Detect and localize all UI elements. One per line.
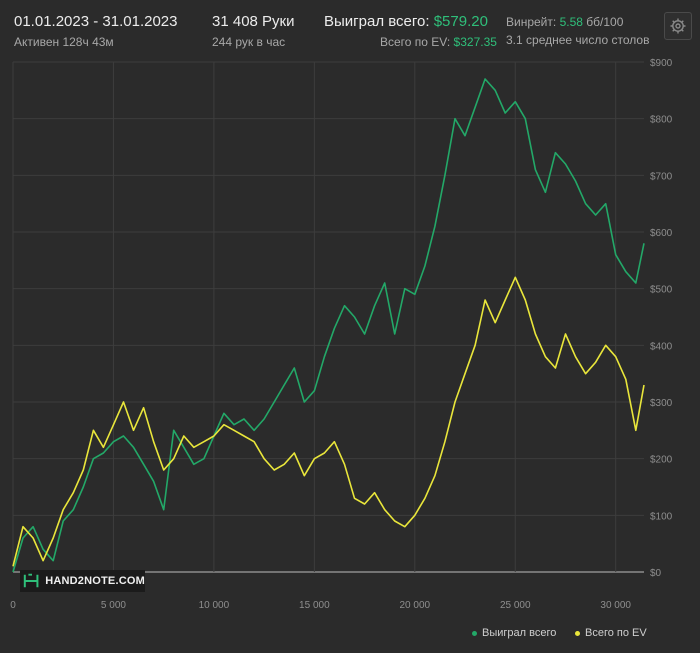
x-tick-label: 10 000: [199, 600, 230, 611]
settings-button[interactable]: [664, 12, 692, 40]
y-tick-label: $400: [650, 341, 673, 352]
y-tick-label: $800: [650, 115, 673, 126]
series-line-won: [12, 78, 645, 573]
legend-item-won[interactable]: Выиграл всего: [472, 627, 556, 639]
y-tick-label: $200: [650, 455, 673, 466]
won-total-value: $579.20: [433, 13, 488, 30]
won-total-label: Выиграл всего:: [324, 13, 430, 30]
y-tick-label: $700: [650, 171, 673, 182]
x-tick-label: 15 000: [299, 600, 330, 611]
y-tick-label: $900: [650, 58, 673, 69]
x-tick-label: 5 000: [101, 600, 126, 611]
hands-count: 31 408 Руки: [212, 13, 295, 30]
winrate: Винрейт: 5.58 бб/100: [506, 15, 623, 29]
stats-header: 01.01.2023 - 31.01.2023 Активен 128ч 43м…: [0, 0, 700, 56]
hand2note-logo-icon: [23, 573, 39, 588]
legend-marker-won: [472, 630, 477, 636]
ev-total-value: $327.35: [453, 35, 497, 49]
winrate-label: Винрейт:: [506, 15, 557, 29]
ev-total-label: Всего по EV:: [380, 35, 451, 49]
won-total: Выиграл всего: $579.20: [324, 13, 488, 30]
x-tick-label: 0: [10, 600, 16, 611]
hands-per-hour: 244 рук в час: [212, 35, 286, 49]
legend-item-ev[interactable]: Всего по EV: [575, 627, 647, 639]
series-line-ev: [12, 276, 645, 567]
legend-label-won: Выиграл всего: [482, 627, 557, 639]
ev-total: Всего по EV: $327.35: [380, 35, 497, 49]
logo-text: HAND2NOTE.COM: [45, 575, 145, 587]
legend-label-ev: Всего по EV: [585, 627, 647, 639]
y-tick-label: $300: [650, 398, 673, 409]
y-tick-label: $500: [650, 285, 673, 296]
legend-marker-ev: [575, 630, 580, 636]
avg-tables: 3.1 среднее число столов: [506, 33, 650, 47]
winrate-value: 5.58: [559, 15, 583, 29]
winrate-unit: бб/100: [586, 15, 624, 29]
y-tick-label: $100: [650, 511, 673, 522]
date-range[interactable]: 01.01.2023 - 31.01.2023: [14, 13, 178, 30]
hand2note-logo: HAND2NOTE.COM: [20, 570, 145, 592]
y-tick-label: $0: [650, 568, 662, 579]
x-tick-label: 30 000: [600, 600, 631, 611]
gear-icon: [670, 18, 686, 34]
x-tick-label: 20 000: [400, 600, 431, 611]
active-time: Активен 128ч 43м: [14, 35, 114, 49]
x-tick-label: 25 000: [500, 600, 531, 611]
y-tick-label: $600: [650, 228, 673, 239]
